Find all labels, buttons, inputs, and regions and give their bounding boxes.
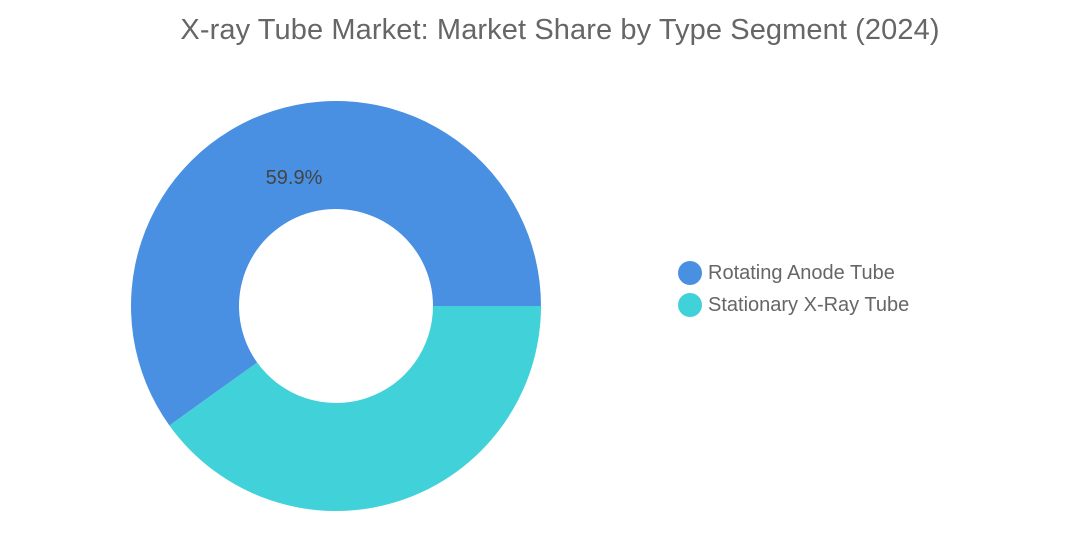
legend-swatch [678,293,702,317]
data-label-rotating-anode-tube: 59.9% [266,167,323,189]
slice-rotating-anode-tube[interactable] [131,101,541,426]
legend-label: Stationary X-Ray Tube [708,293,910,316]
legend-swatch [678,261,702,285]
labels-group: 59.9% [266,167,323,189]
chart-title: X-ray Tube Market: Market Share by Type … [180,14,940,46]
slice-stationary-x-ray-tube[interactable] [169,306,541,512]
legend: Rotating Anode Tube Stationary X-Ray Tub… [678,257,909,321]
slices-group [131,101,541,512]
legend-item-rotating-anode-tube[interactable]: Rotating Anode Tube [678,257,909,289]
legend-item-stationary-x-ray-tube[interactable]: Stationary X-Ray Tube [678,289,909,321]
legend-label: Rotating Anode Tube [708,261,895,284]
